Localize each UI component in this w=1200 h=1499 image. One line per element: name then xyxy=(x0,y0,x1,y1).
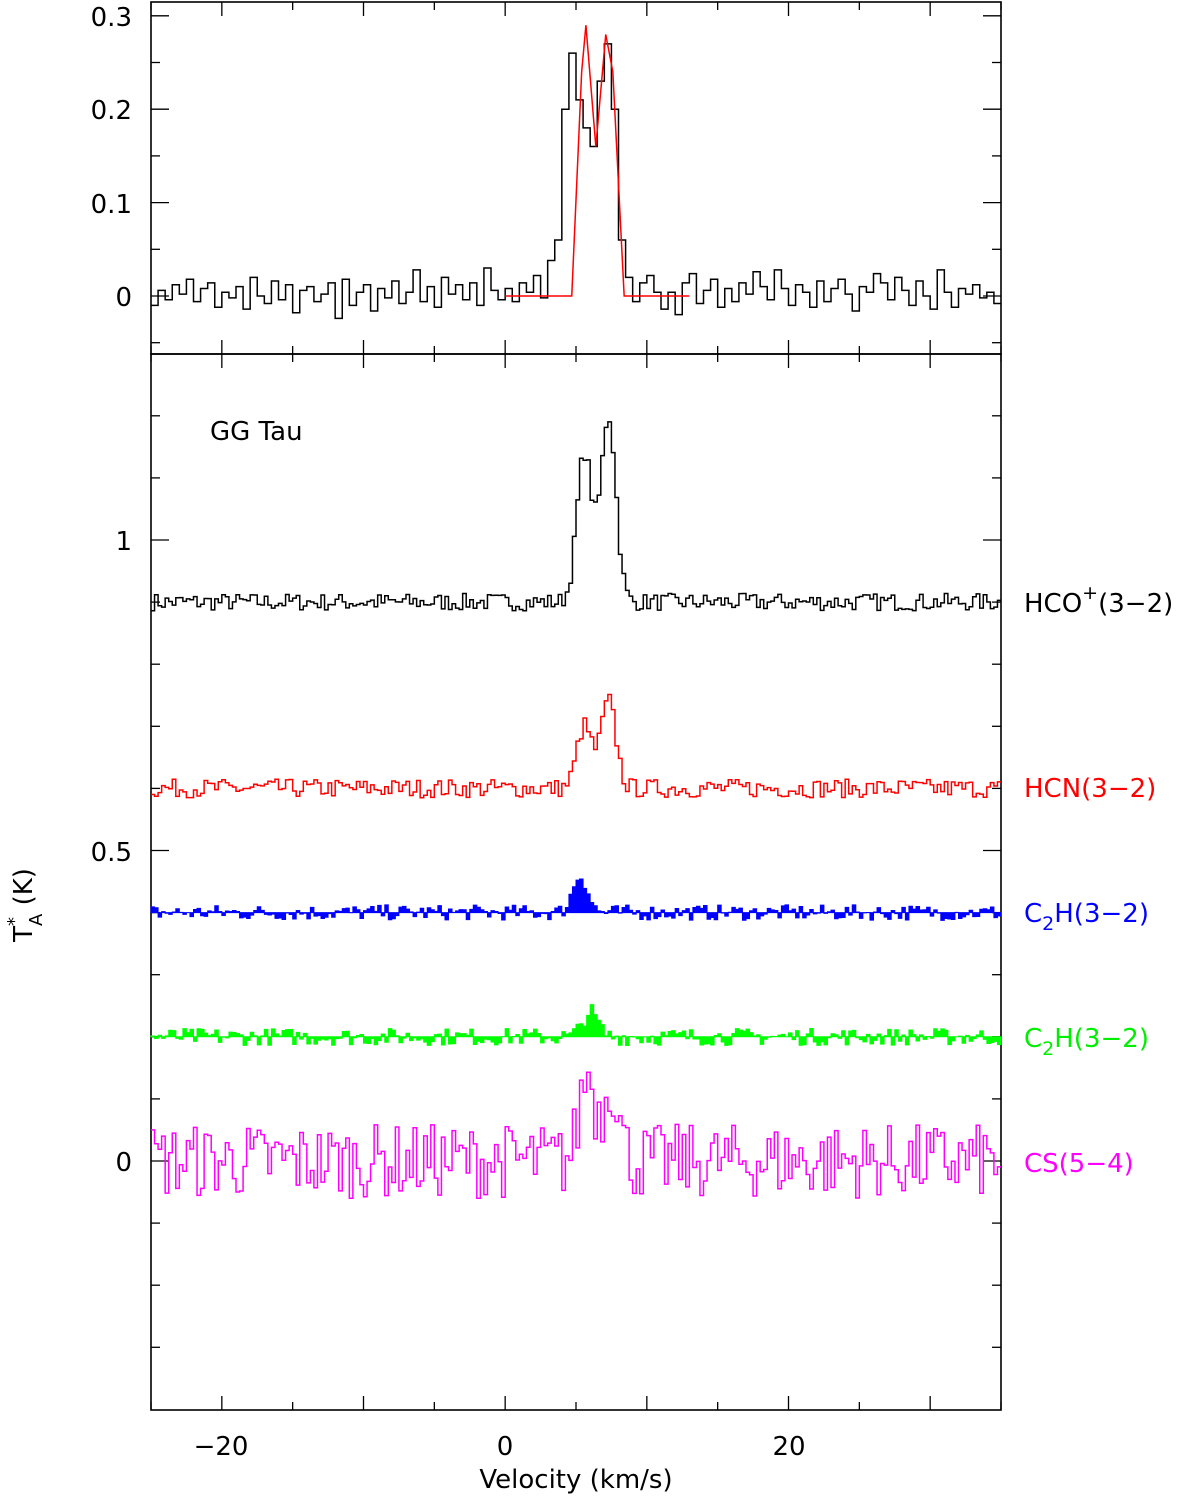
series-label-c2h-blue-post: H(3−2) xyxy=(1054,899,1149,929)
spectrum-hco-3-2--0 xyxy=(151,421,1001,612)
top-ytick-label-0: 0 xyxy=(115,283,132,313)
series-label-c2h-green: C2H(3−2) xyxy=(1024,1024,1149,1060)
axis-ticks xyxy=(150,2,1002,1410)
series-label-hco: HCO+(3−2) xyxy=(1024,582,1173,619)
top-fit-line xyxy=(505,25,690,297)
series-label-cs: CS(5−4) xyxy=(1024,1149,1134,1179)
series-label-c2h-blue: C2H(3−2) xyxy=(1024,899,1149,935)
series-label-c2h-green-post: H(3−2) xyxy=(1054,1024,1149,1054)
spectrum-cs-5-4--4 xyxy=(151,1071,1001,1199)
x-axis-title: Velocity (km/s) xyxy=(479,1465,672,1495)
series-label-c2h-blue-subscript: 2 xyxy=(1042,913,1054,935)
top-spectrum-hco xyxy=(151,43,1001,320)
xtick-label-20: 20 xyxy=(772,1432,805,1462)
ytick-label-0: 0 xyxy=(115,1148,132,1178)
series-label-c2h-green-subscript: 2 xyxy=(1042,1038,1054,1060)
source-name: GG Tau xyxy=(210,417,303,447)
series-label-hco-superscript: + xyxy=(1082,582,1098,604)
ytick-label-1: 1 xyxy=(115,527,132,557)
y-axis-title: T*A (K) xyxy=(4,868,47,943)
spectrum-c2h-3-2--3 xyxy=(150,1004,1002,1046)
xtick-label-0: 0 xyxy=(497,1432,514,1462)
y-axis-title-main: T xyxy=(9,926,39,943)
spectrum-c2h-3-2--2 xyxy=(150,878,1002,921)
xtick-label-minus20: −20 xyxy=(194,1432,249,1462)
top-ytick-label-0.1: 0.1 xyxy=(91,190,132,220)
series-label-c2h-green-pre: C xyxy=(1024,1024,1042,1054)
bottom-panel-spectra xyxy=(150,421,1002,1199)
top-ytick-label-0.2: 0.2 xyxy=(91,96,132,126)
top-panel-spectra xyxy=(151,25,1001,320)
y-axis-title-unit: (K) xyxy=(9,868,39,914)
y-axis-title-subscript: A xyxy=(26,913,47,926)
ytick-label-0.5: 0.5 xyxy=(91,838,132,868)
top-ytick-label-0.3: 0.3 xyxy=(91,3,132,33)
y-axis-title-superscript: * xyxy=(4,917,25,926)
spectrum-hcn-3-2--1 xyxy=(151,693,1001,799)
series-label-hco-rest: (3−2) xyxy=(1098,589,1173,619)
series-label-c2h-blue-pre: C xyxy=(1024,899,1042,929)
series-label-hco-main: HCO xyxy=(1024,589,1082,619)
series-label-hcn: HCN(3−2) xyxy=(1024,774,1156,804)
